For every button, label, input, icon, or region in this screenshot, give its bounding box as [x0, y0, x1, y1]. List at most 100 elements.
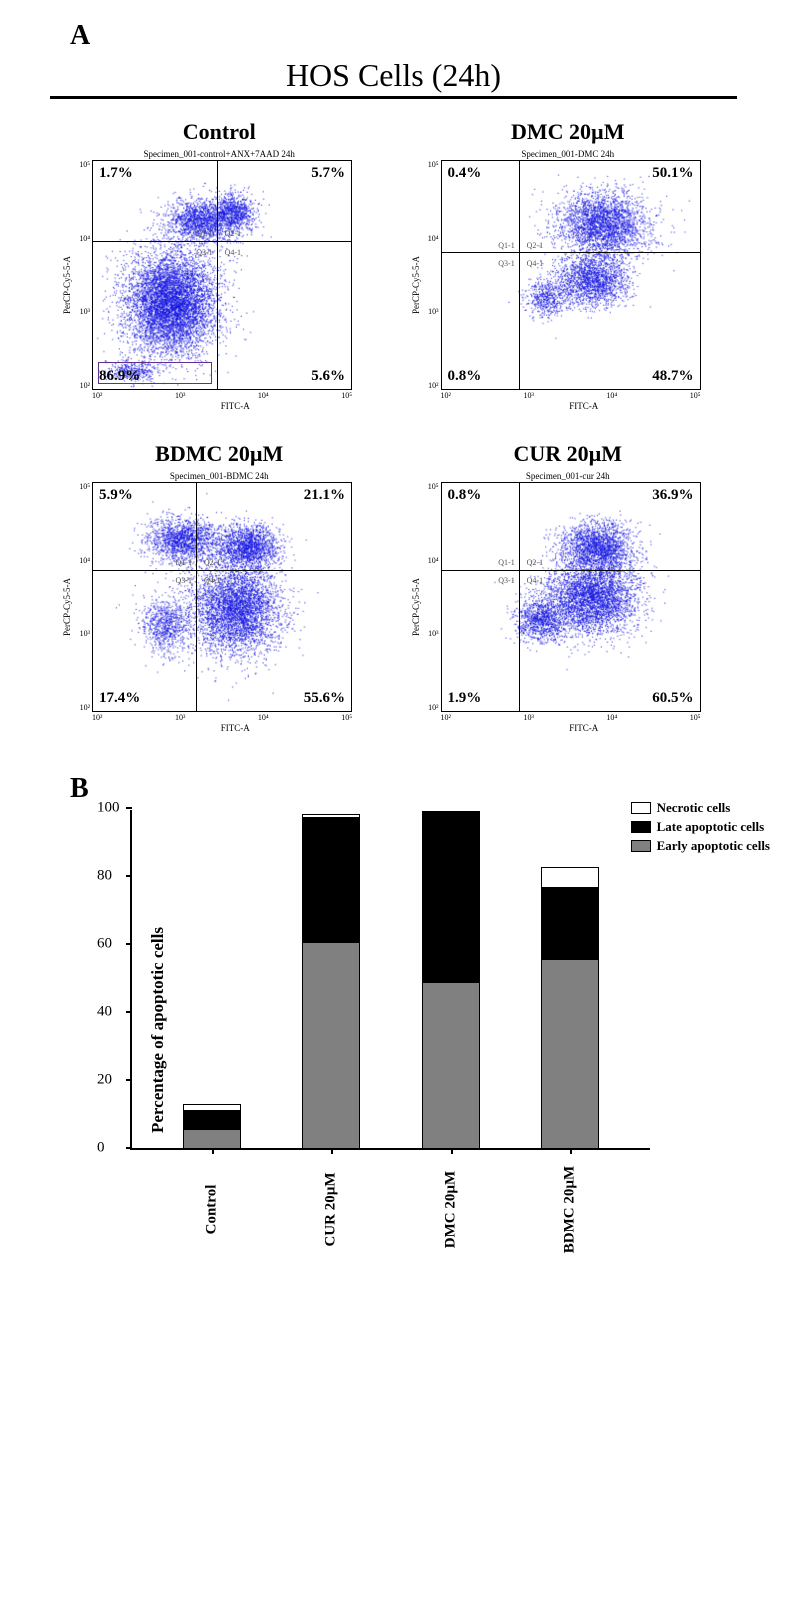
quadrant-id: Q3-1	[196, 248, 212, 257]
quadrant-hline	[442, 252, 700, 253]
scatter-canvas	[442, 161, 700, 389]
cell-title: DMC 20µM	[409, 119, 728, 145]
bar-ytick: 40	[97, 1004, 112, 1021]
quadrant-id: Q3-1	[498, 259, 514, 268]
cell-title: Control	[60, 119, 379, 145]
quadrant-id: Q2-1	[225, 229, 241, 238]
bar-ytick: 100	[97, 800, 120, 817]
quadrant-vline	[519, 483, 520, 711]
q4-pct: 55.6%	[304, 690, 345, 707]
scatter-grid: ControlSpecimen_001-control+ANX+7AAD 24h…	[40, 119, 747, 733]
bar-chart: Necrotic cellsLate apoptotic cellsEarly …	[130, 810, 650, 1250]
quadrant-id: Q3-1	[176, 576, 192, 585]
quadrant-id: Q2-1	[527, 241, 543, 250]
bar-ytick-mark	[126, 943, 132, 945]
legend-row: Early apoptotic cells	[631, 838, 770, 854]
xticks: 10²10³10⁴10⁵	[441, 712, 701, 722]
q1-pct: 0.4%	[448, 165, 482, 182]
panel-a-label: A	[70, 20, 747, 52]
q1-pct: 5.9%	[99, 487, 133, 504]
bar-ytick: 0	[97, 1140, 105, 1157]
bar-segment-late	[183, 1110, 241, 1129]
quadrant-id: Q3-1	[498, 576, 514, 585]
scatter-canvas	[93, 483, 351, 711]
yticks: 10⁵10⁴10³10²	[74, 160, 92, 390]
bar-category-label: Control	[203, 1185, 220, 1235]
bar-xtick-mark	[331, 1148, 333, 1154]
title-rule	[50, 96, 737, 99]
q3-pct: 1.9%	[448, 690, 482, 707]
q3-pct: 17.4%	[99, 690, 140, 707]
bar-stack: BDMC 20µM	[541, 867, 599, 1148]
legend: Necrotic cells Late apoptotic cells Early …	[631, 800, 770, 857]
bar-xtick-mark	[570, 1148, 572, 1154]
scatter-plot: 0.8%36.9%1.9%60.5%Q1-1Q2-1Q3-1Q4-1	[441, 482, 701, 712]
scatter-cell: BDMC 20µM Specimen_001-BDMC 24hPerCP-Cy5-…	[60, 441, 379, 733]
bar-segment-late	[422, 812, 480, 982]
cell-title: CUR 20µM	[409, 441, 728, 467]
legend-label: Early apoptotic cells	[657, 838, 770, 854]
bar-ytick: 60	[97, 936, 112, 953]
bar-ytick-mark	[126, 1147, 132, 1149]
gate-box	[98, 362, 212, 385]
quadrant-id: Q2-1	[527, 558, 543, 567]
q2-pct: 5.7%	[311, 165, 345, 182]
bars-region: 020406080100ControlCUR 20µMDMC 20µMBDMC …	[130, 810, 650, 1150]
quadrant-id: Q4-1	[527, 576, 543, 585]
bar-segment-late	[302, 817, 360, 942]
legend-label: Late apoptotic cells	[657, 819, 765, 835]
bar-stack: CUR 20µM	[302, 814, 360, 1148]
quadrant-vline	[519, 161, 520, 389]
yticks: 10⁵10⁴10³10²	[423, 160, 441, 390]
quadrant-hline	[93, 241, 351, 242]
q4-pct: 5.6%	[311, 368, 345, 385]
quadrant-hline	[442, 570, 700, 571]
xticks: 10²10³10⁴10⁵	[441, 390, 701, 400]
q3-pct: 0.8%	[448, 368, 482, 385]
xticks: 10²10³10⁴10⁵	[92, 712, 352, 722]
legend-row: Necrotic cells	[631, 800, 770, 816]
quadrant-id: Q1-1	[196, 229, 212, 238]
specimen-label: Specimen_001-BDMC 24h	[60, 471, 379, 481]
quadrant-id: Q2-1	[204, 558, 220, 567]
bar-ytick-mark	[126, 1011, 132, 1013]
yticks: 10⁵10⁴10³10²	[74, 482, 92, 712]
xlabel: FITC-A	[441, 723, 728, 733]
q1-pct: 0.8%	[448, 487, 482, 504]
quadrant-id: Q4-1	[204, 576, 220, 585]
quadrant-hline	[93, 570, 351, 571]
cell-title: BDMC 20µM	[60, 441, 379, 467]
bar-category-label: CUR 20µM	[323, 1172, 340, 1246]
bar-category-label: BDMC 20µM	[562, 1166, 579, 1253]
xlabel: FITC-A	[92, 401, 379, 411]
ylabel: PerCP-Cy5-5-A	[409, 160, 423, 411]
xlabel: FITC-A	[92, 723, 379, 733]
ylabel: PerCP-Cy5-5-A	[60, 160, 74, 411]
legend-row: Late apoptotic cells	[631, 819, 770, 835]
bar-ytick: 80	[97, 868, 112, 885]
panel-a-title: HOS Cells (24h)	[40, 57, 747, 94]
bar-segment-early	[183, 1129, 241, 1148]
quadrant-id: Q1-1	[498, 558, 514, 567]
bar-category-label: DMC 20µM	[442, 1171, 459, 1248]
ylabel: PerCP-Cy5-5-A	[60, 482, 74, 733]
bar-stack: Control	[183, 1104, 241, 1148]
bar-segment-early	[302, 942, 360, 1148]
bar-xtick-mark	[212, 1148, 214, 1154]
scatter-cell: CUR 20µM Specimen_001-cur 24hPerCP-Cy5-5-…	[409, 441, 728, 733]
scatter-canvas	[442, 483, 700, 711]
q2-pct: 36.9%	[652, 487, 693, 504]
scatter-cell: ControlSpecimen_001-control+ANX+7AAD 24h…	[60, 119, 379, 411]
specimen-label: Specimen_001-cur 24h	[409, 471, 728, 481]
bar-segment-early	[422, 982, 480, 1148]
ylabel: PerCP-Cy5-5-A	[409, 482, 423, 733]
bar-segment-late	[541, 887, 599, 959]
bar-ytick: 20	[97, 1072, 112, 1089]
scatter-plot: 1.7%5.7%86.9%5.6%Q1-1Q2-1Q3-1Q4-1	[92, 160, 352, 390]
quadrant-id: Q4-1	[527, 259, 543, 268]
quadrant-id: Q4-1	[225, 248, 241, 257]
q4-pct: 48.7%	[652, 368, 693, 385]
q2-pct: 21.1%	[304, 487, 345, 504]
q2-pct: 50.1%	[652, 165, 693, 182]
scatter-plot: 0.4%50.1%0.8%48.7%Q1-1Q2-1Q3-1Q4-1	[441, 160, 701, 390]
